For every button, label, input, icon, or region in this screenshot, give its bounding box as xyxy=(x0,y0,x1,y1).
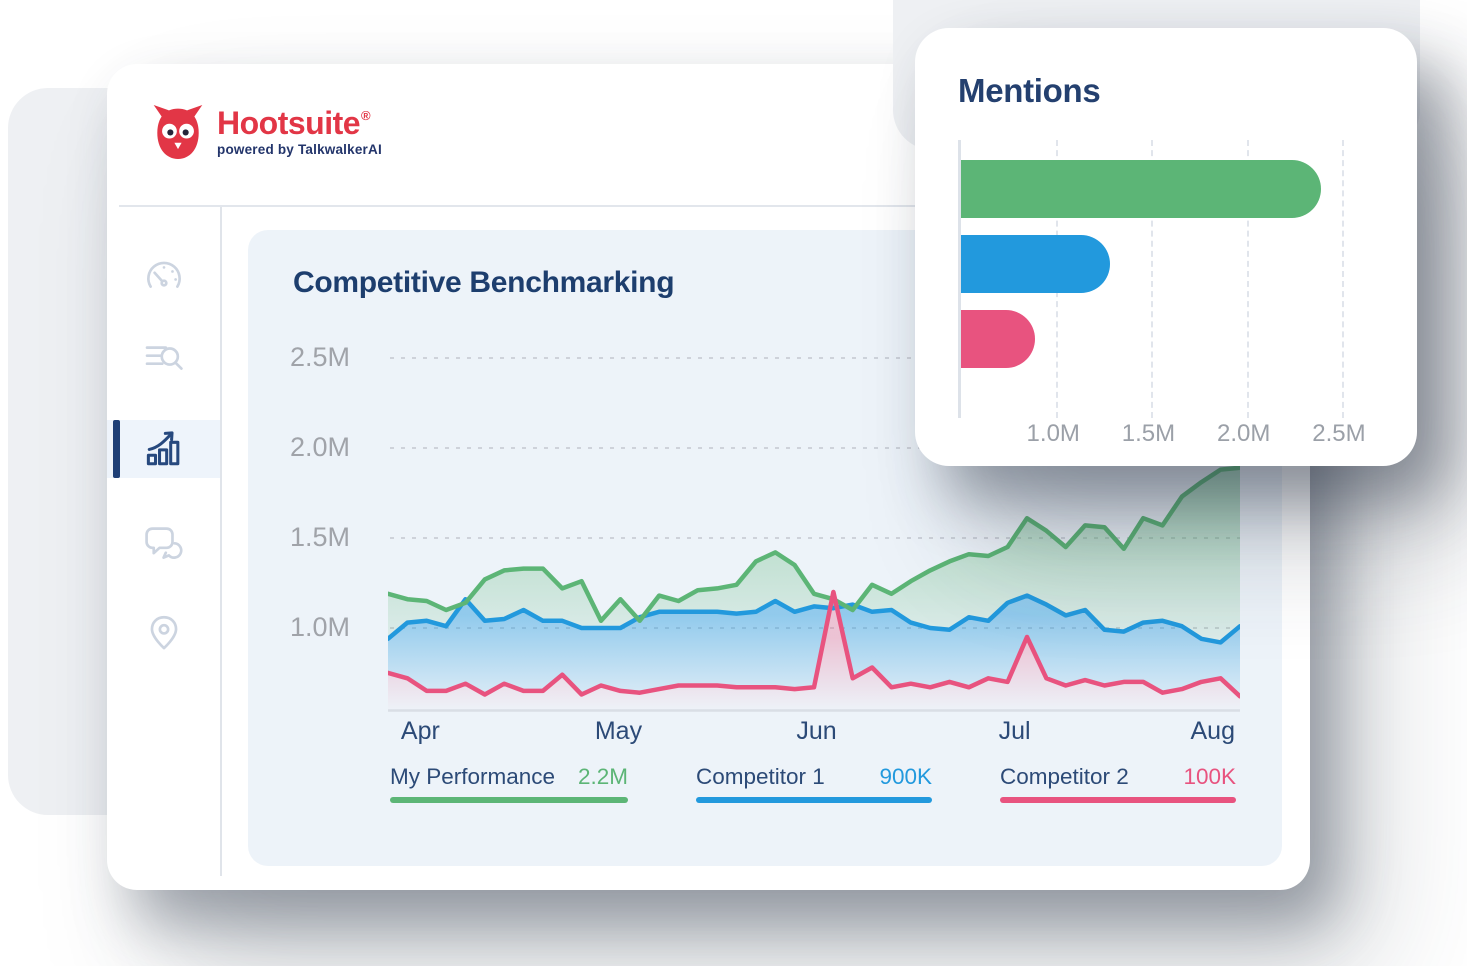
sidebar-item-locations[interactable] xyxy=(107,603,220,661)
x-tick-label: May xyxy=(594,717,643,745)
x-axis-labels: Apr May Jun Jul Aug xyxy=(388,717,1240,747)
bar-chart-gridline xyxy=(1151,140,1154,418)
mentions-tick-label: 1.5M xyxy=(1121,420,1176,447)
registered-mark: ® xyxy=(361,108,371,123)
panel-title: Competitive Benchmarking xyxy=(293,266,675,299)
sidebar-item-dashboard[interactable] xyxy=(107,246,220,304)
header-divider xyxy=(119,205,1298,207)
sidebar-item-analytics[interactable] xyxy=(107,420,220,478)
legend-value: 100K xyxy=(1183,764,1236,789)
legend-label: Competitor 2 xyxy=(1000,764,1129,789)
legend-value: 2.2M xyxy=(577,764,628,789)
bar-chart-gridline xyxy=(1246,140,1249,418)
y-tick-label: 2.0M xyxy=(290,431,351,462)
hootsuite-owl-icon xyxy=(151,102,205,162)
x-tick-label: Jun xyxy=(796,717,837,745)
location-pin-icon xyxy=(150,615,177,650)
mentions-title: Mentions xyxy=(958,72,1101,109)
x-tick-label: Aug xyxy=(1190,717,1235,745)
legend-label: My Performance xyxy=(390,764,556,789)
y-tick-label: 2.5M xyxy=(290,341,351,372)
legend-underline xyxy=(696,797,932,803)
sidebar-item-search[interactable] xyxy=(107,328,220,386)
search-list-icon xyxy=(145,346,183,370)
active-item-indicator xyxy=(113,420,120,478)
mentions-bar-competitor-2 xyxy=(961,310,1036,368)
x-tick-label: Apr xyxy=(400,717,440,745)
y-tick-label: 1.5M xyxy=(290,521,351,552)
legend-underline xyxy=(1000,797,1236,803)
mentions-tick-label: 1.0M xyxy=(1026,420,1080,447)
mentions-bar-my-performance xyxy=(961,160,1321,218)
brand-header: Hootsuite® powered by TalkwalkerAI xyxy=(151,102,382,162)
benchmark-area-chart xyxy=(385,340,1243,712)
legend-item-competitor-1[interactable]: Competitor 1 900K xyxy=(696,764,932,803)
trend-chart-icon xyxy=(146,431,179,466)
legend-value: 900K xyxy=(879,764,932,789)
mentions-card: Mentions 1.0M 1.5M 2.0M 2.5M xyxy=(915,28,1417,466)
brand-name: Hootsuite xyxy=(217,105,361,141)
bar-chart-gridline xyxy=(1341,140,1344,418)
sidebar-item-messages[interactable] xyxy=(107,513,220,571)
sidebar-divider xyxy=(220,207,222,876)
speedometer-icon xyxy=(146,261,181,288)
mentions-bar-competitor-1 xyxy=(961,235,1110,293)
y-tick-label: 1.0M xyxy=(290,611,351,642)
mentions-tick-label: 2.5M xyxy=(1312,420,1366,447)
x-tick-label: Jul xyxy=(998,717,1031,745)
legend-item-my-performance[interactable]: My Performance 2.2M xyxy=(390,764,628,803)
legend-item-competitor-2[interactable]: Competitor 2 100K xyxy=(1000,764,1236,803)
chart-legend: My Performance 2.2M Competitor 1 900K Compet… xyxy=(248,764,1282,812)
legend-label: Competitor 1 xyxy=(696,764,825,789)
mentions-tick-label: 2.0M xyxy=(1217,420,1271,447)
mentions-bar-chart xyxy=(958,140,1361,418)
brand-tagline: powered by TalkwalkerAI xyxy=(217,142,382,157)
mentions-axis-labels: 1.0M 1.5M 2.0M 2.5M xyxy=(958,420,1366,450)
chat-bubbles-icon xyxy=(144,527,183,559)
legend-underline xyxy=(390,797,628,803)
sidebar xyxy=(107,207,220,890)
